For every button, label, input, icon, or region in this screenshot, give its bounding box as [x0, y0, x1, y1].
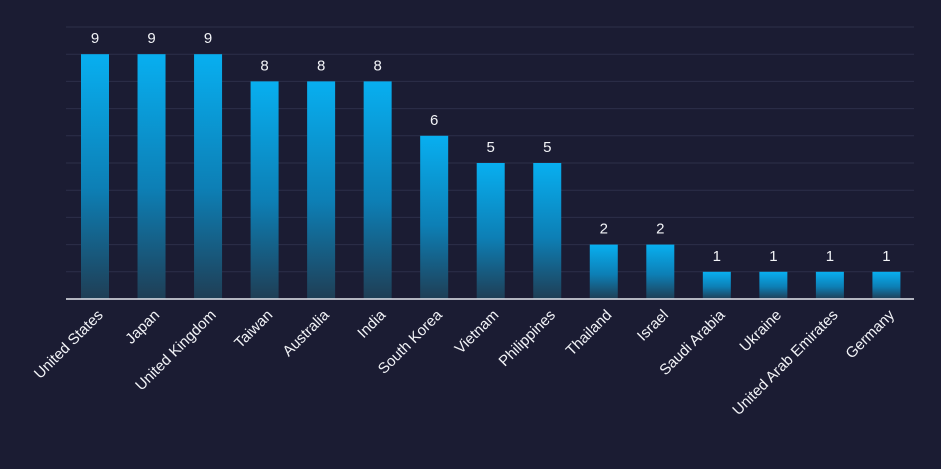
- x-tick-label: Germany: [842, 306, 898, 362]
- data-label: 5: [543, 139, 551, 156]
- data-label: 1: [882, 248, 890, 265]
- bar-south-korea: [420, 135, 449, 299]
- x-tick-label: India: [354, 306, 389, 341]
- data-label: 9: [204, 30, 212, 47]
- bar-australia: [307, 81, 336, 300]
- bar-united-kingdom: [194, 54, 223, 300]
- data-label: 8: [260, 57, 268, 74]
- x-tick-label: Israel: [634, 307, 672, 345]
- bar-taiwan: [250, 81, 279, 300]
- bar-japan: [137, 54, 166, 300]
- x-tick-label: Thailand: [563, 307, 616, 360]
- data-label: 6: [430, 112, 438, 129]
- data-label: 2: [656, 221, 664, 238]
- bar-united-arab-emirates: [815, 271, 844, 299]
- data-label: 2: [600, 221, 608, 238]
- data-label: 9: [147, 30, 155, 47]
- bar-philippines: [533, 163, 562, 299]
- data-label: 9: [91, 30, 99, 47]
- data-labels: 9 9 9 8 8 8 6 5 5 2 2 1 1 1 1: [91, 30, 891, 265]
- bar-saudi-arabia: [702, 271, 731, 299]
- data-label: 1: [769, 248, 777, 265]
- x-tick-label: Philippines: [496, 307, 559, 370]
- bar-germany: [872, 271, 901, 299]
- x-tick-label: Australia: [279, 306, 333, 360]
- data-label: 5: [487, 139, 495, 156]
- bar-thailand: [589, 244, 618, 299]
- x-tick-label: Japan: [122, 307, 163, 348]
- data-label: 8: [317, 57, 325, 74]
- bar-vietnam: [476, 163, 505, 299]
- bar-india: [363, 81, 392, 300]
- bar-ukraine: [759, 271, 788, 299]
- bar-united-states: [81, 54, 109, 300]
- x-tick-label: Ukraine: [736, 307, 785, 356]
- data-label: 8: [373, 57, 381, 74]
- x-tick-label: Vietnam: [452, 307, 503, 358]
- bar-israel: [646, 244, 675, 299]
- bars: [81, 54, 901, 300]
- data-label: 1: [826, 248, 834, 265]
- x-tick-label: Taiwan: [231, 307, 276, 352]
- data-label: 1: [713, 248, 721, 265]
- x-tick-label: United Arab Emirates: [729, 307, 841, 419]
- x-tick-label: United States: [31, 307, 107, 383]
